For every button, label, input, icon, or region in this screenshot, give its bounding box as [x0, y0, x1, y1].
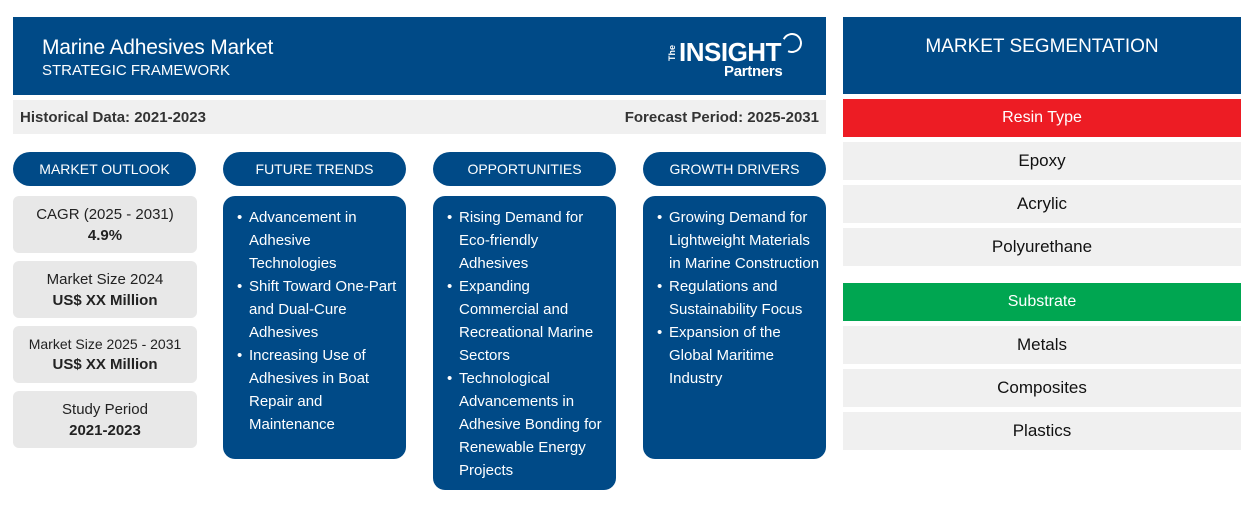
stat-study-period: Study Period 2021-2023 [13, 391, 197, 448]
list-item: Shift Toward One-Part and Dual-Cure Adhe… [237, 275, 400, 344]
page-subtitle: STRATEGIC FRAMEWORK [42, 62, 231, 79]
list-item: Advancement in Adhesive Technologies [237, 206, 400, 275]
future-trends-heading: FUTURE TRENDS [223, 152, 406, 186]
list-item: Increasing Use of Adhesives in Boat Repa… [237, 344, 400, 436]
stat-label: CAGR (2025 - 2031) [36, 206, 174, 223]
segment-category-substrate: Substrate [843, 283, 1241, 321]
list-item: Expansion of the Global Maritime Industr… [657, 321, 820, 390]
stat-value: 2021-2023 [69, 422, 141, 439]
stat-label: Market Size 2024 [46, 271, 164, 288]
segment-item-acrylic: Acrylic [843, 185, 1241, 223]
logo-partners: Partners [724, 63, 783, 80]
segment-item-epoxy: Epoxy [843, 142, 1241, 180]
opportunities-card: Rising Demand for Eco-friendly Adhesives… [433, 196, 616, 490]
segmentation-heading: MARKET SEGMENTATION [843, 17, 1241, 94]
segment-category-resin-type: Resin Type [843, 99, 1241, 137]
historical-data: Historical Data: 2021-2023 [20, 109, 206, 126]
stat-market-size-forecast: Market Size 2025 - 2031 US$ XX Million [13, 326, 197, 383]
list-item: Expanding Commercial and Recreational Ma… [447, 275, 610, 367]
segment-item-polyurethane: Polyurethane [843, 228, 1241, 266]
segment-item-plastics: Plastics [843, 412, 1241, 450]
growth-drivers-heading: GROWTH DRIVERS [643, 152, 826, 186]
market-outlook-heading: MARKET OUTLOOK [13, 152, 196, 186]
segment-item-composites: Composites [843, 369, 1241, 407]
stat-label: Study Period [62, 401, 148, 418]
stat-cagr: CAGR (2025 - 2031) 4.9% [13, 196, 197, 253]
stat-value: US$ XX Million [52, 356, 158, 373]
page-title: Marine Adhesives Market [42, 36, 274, 59]
stat-value: US$ XX Million [52, 292, 158, 309]
future-trends-card: Advancement in Adhesive Technologies Shi… [223, 196, 406, 459]
stat-label: Market Size 2025 - 2031 [28, 336, 182, 352]
forecast-period: Forecast Period: 2025-2031 [624, 109, 819, 126]
growth-drivers-card: Growing Demand for Lightweight Materials… [643, 196, 826, 459]
logo-the: The [667, 44, 677, 61]
stat-value: 4.9% [87, 227, 123, 244]
logo-loop-icon [779, 30, 805, 56]
period-bar: Historical Data: 2021-2023 Forecast Peri… [13, 100, 826, 134]
opportunities-heading: OPPORTUNITIES [433, 152, 616, 186]
stat-market-size-2024: Market Size 2024 US$ XX Million [13, 261, 197, 318]
list-item: Technological Advancements in Adhesive B… [447, 367, 610, 482]
list-item: Growing Demand for Lightweight Materials… [657, 206, 820, 275]
list-item: Regulations and Sustainability Focus [657, 275, 820, 321]
header-banner: Marine Adhesives Market STRATEGIC FRAMEW… [13, 17, 826, 95]
segment-item-metals: Metals [843, 326, 1241, 364]
logo-insight: INSIGHT [679, 37, 781, 67]
list-item: Rising Demand for Eco-friendly Adhesives [447, 206, 610, 275]
insight-partners-logo: The INSIGHT Partners [665, 30, 805, 84]
